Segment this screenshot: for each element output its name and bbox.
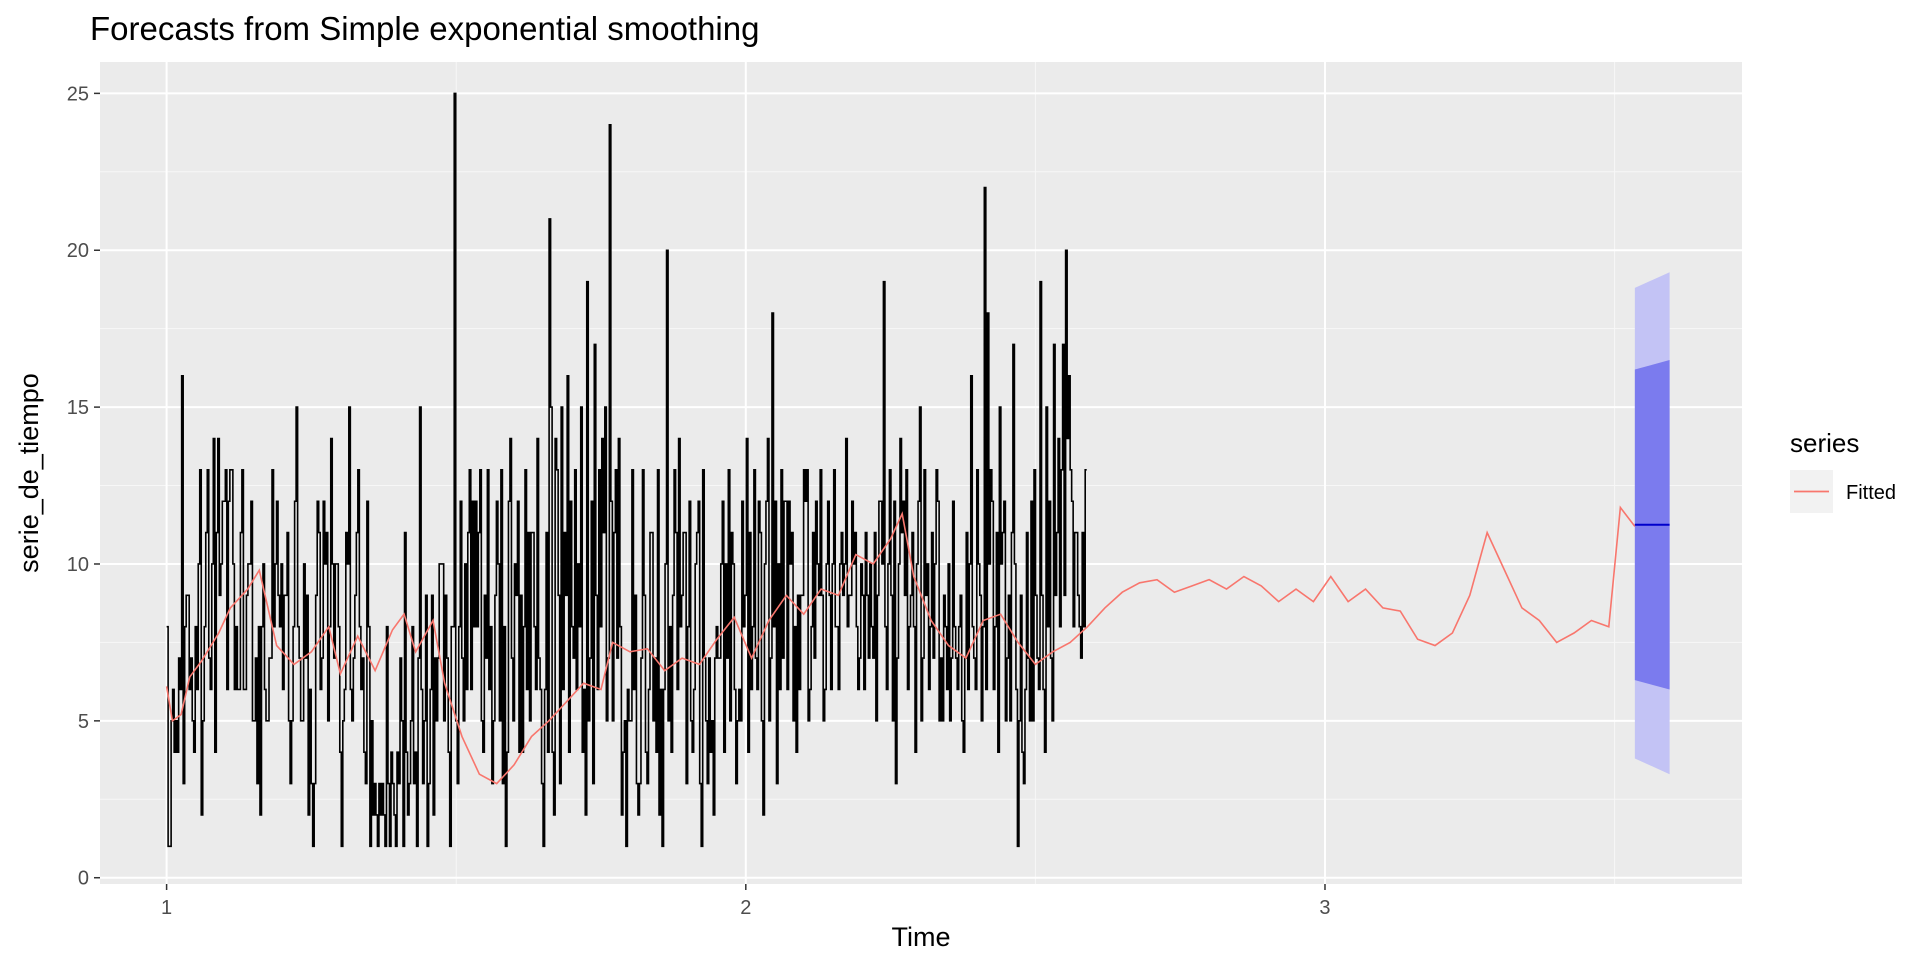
fitted-series-path [165, 505, 1636, 785]
x-tick-label: 3 [1319, 897, 1330, 919]
y-tick-label: 25 [67, 83, 89, 105]
y-axis: 0 5 10 15 20 25 [67, 83, 100, 890]
x-tick-label: 2 [740, 897, 751, 919]
forecast-intervals [1634, 272, 1670, 775]
y-tick-label: 15 [67, 397, 89, 419]
fitted-series-line [165, 505, 1636, 785]
x-axis-title: Time [892, 922, 951, 952]
legend: series Fitted [1790, 428, 1896, 513]
x-axis: 1 2 3 [161, 884, 1331, 919]
y-tick-label: 0 [78, 868, 89, 890]
y-tick-label: 20 [67, 240, 89, 262]
x-tick-label: 1 [161, 897, 172, 919]
data-series-path [166, 92, 1087, 848]
y-tick-label: 5 [78, 711, 89, 733]
chart-title: Forecasts from Simple exponential smooth… [90, 10, 759, 47]
y-tick-label: 10 [67, 554, 89, 576]
y-axis-title: serie_de_tiempo [14, 373, 44, 573]
data-series-line [166, 92, 1087, 848]
legend-title: series [1790, 428, 1859, 458]
legend-label-fitted: Fitted [1846, 482, 1896, 504]
